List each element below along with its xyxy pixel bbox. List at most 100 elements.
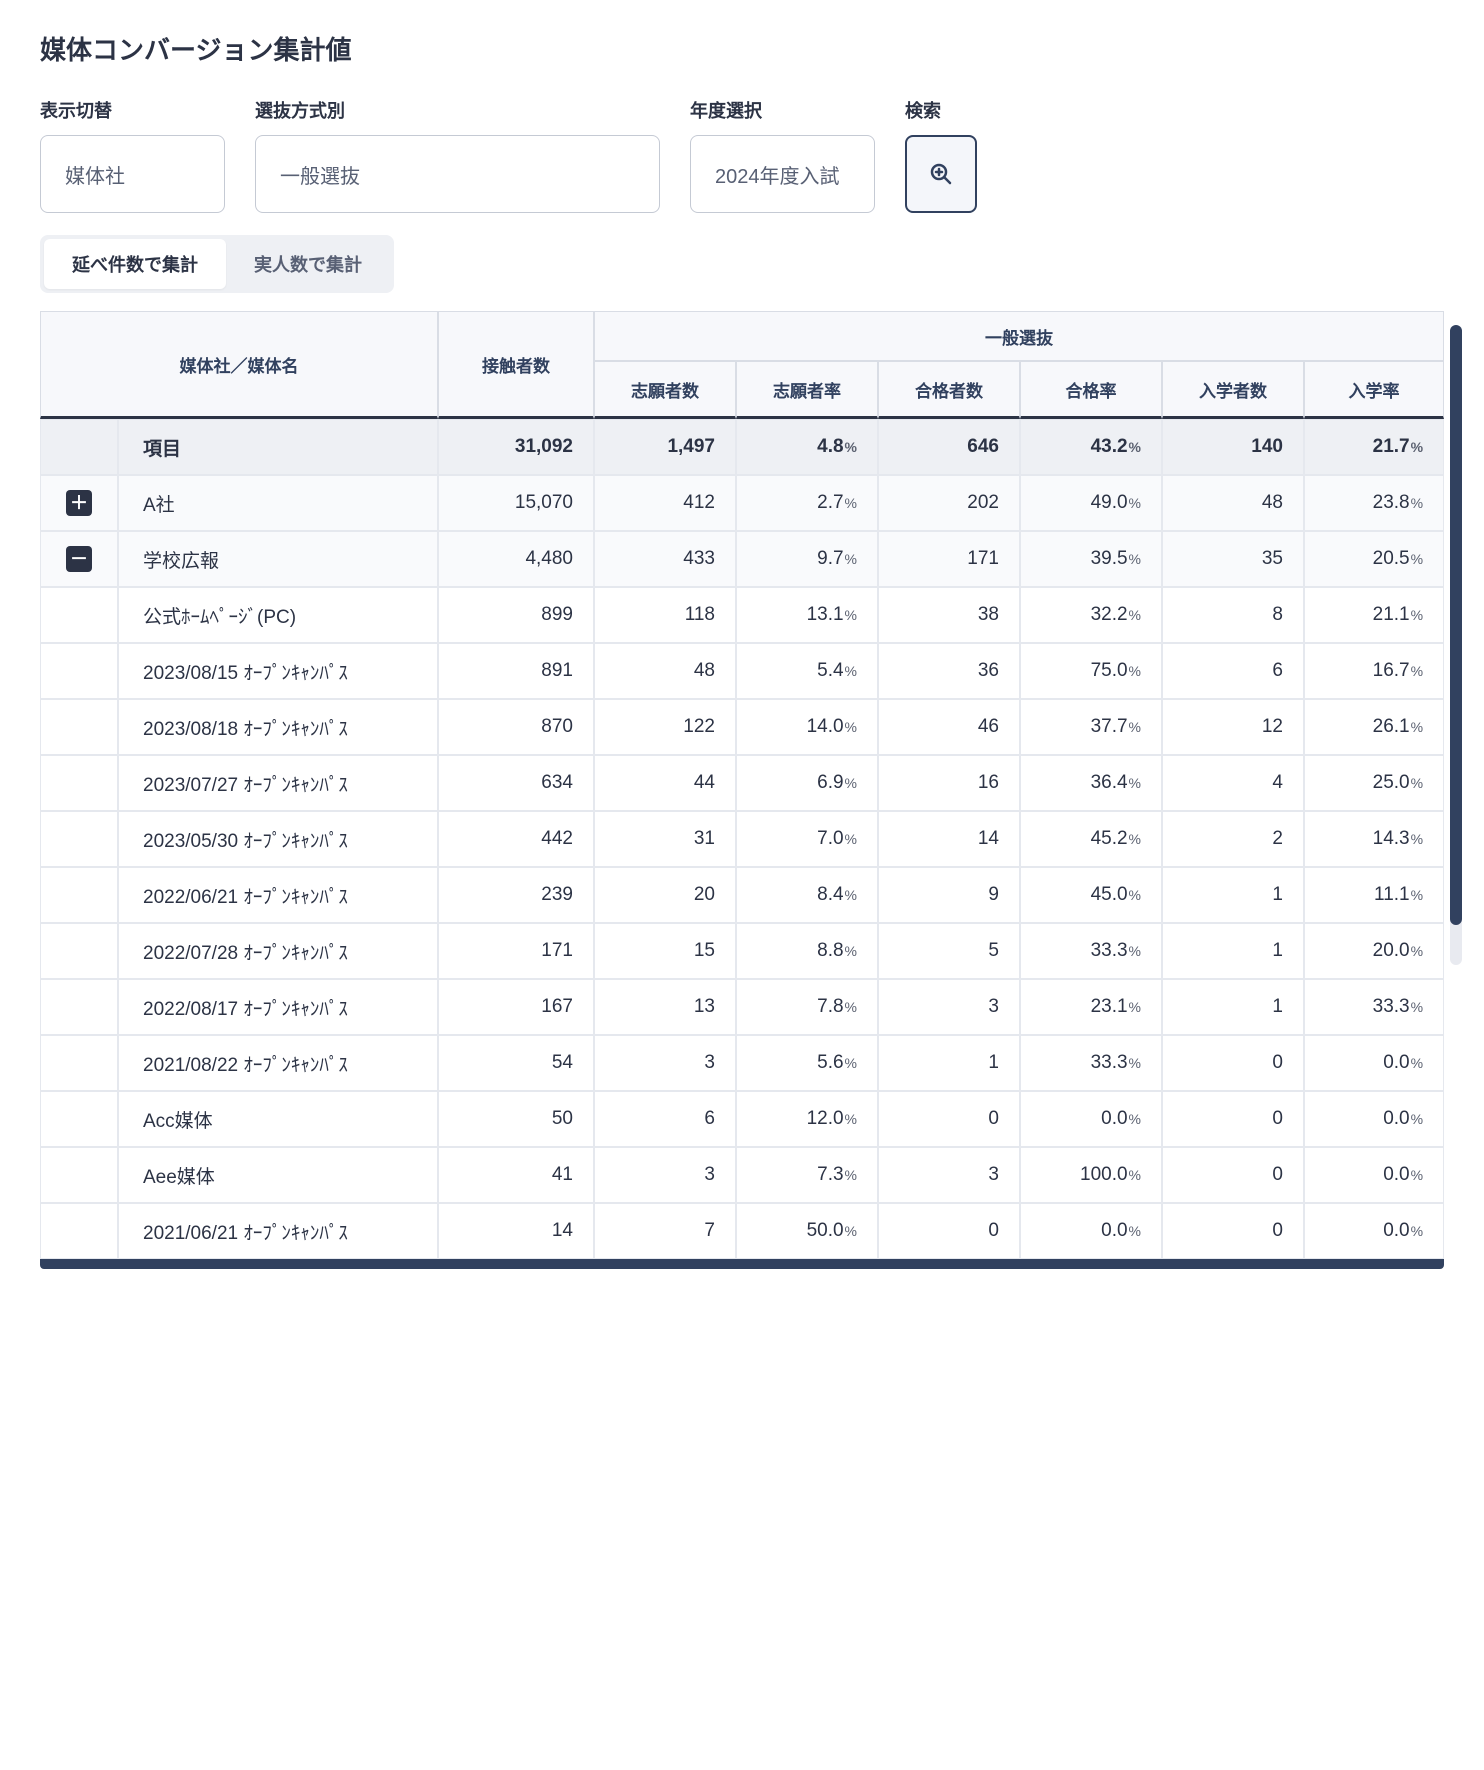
- media-name: 2023/05/30 ｵｰﾌﾟﾝｷｬﾝﾊﾟｽ: [118, 811, 438, 867]
- expand-cell[interactable]: －: [40, 531, 118, 587]
- expand-cell: [40, 979, 118, 1035]
- cell-entry_rate: 11.1%: [1304, 867, 1444, 923]
- media-name: 学校広報: [118, 531, 438, 587]
- expand-cell: [40, 1203, 118, 1259]
- cell-contacts: 891: [438, 643, 594, 699]
- filter-year: 年度選択 2024年度入試: [690, 97, 875, 213]
- th-contacts: 接触者数: [438, 311, 594, 419]
- cell-contacts: 899: [438, 587, 594, 643]
- cell-entry_rate: 0.0%: [1304, 1147, 1444, 1203]
- table-row: Acc媒体50612.0%00.0%00.0%: [40, 1091, 1444, 1147]
- th-entrants: 入学者数: [1162, 361, 1304, 419]
- cell-contacts: 54: [438, 1035, 594, 1091]
- expand-cell: [40, 867, 118, 923]
- display-switch-select[interactable]: 媒体社: [40, 135, 225, 213]
- cell-entry_rate: 0.0%: [1304, 1203, 1444, 1259]
- cell-passed: 3: [878, 979, 1020, 1035]
- cell-passed: 646: [878, 419, 1020, 475]
- table-row: 公式ﾎｰﾑﾍﾟｰｼﾞ(PC)89911813.1%3832.2%821.1%: [40, 587, 1444, 643]
- cell-pass_rate: 0.0%: [1020, 1203, 1162, 1259]
- tab-total-count[interactable]: 延べ件数で集計: [44, 239, 226, 289]
- expand-icon[interactable]: ＋: [66, 490, 92, 516]
- expand-cell: [40, 699, 118, 755]
- cell-app_rate: 7.8%: [736, 979, 878, 1035]
- cell-app_rate: 9.7%: [736, 531, 878, 587]
- th-group: 一般選抜: [594, 311, 1444, 361]
- cell-entry_rate: 26.1%: [1304, 699, 1444, 755]
- th-passed: 合格者数: [878, 361, 1020, 419]
- cell-app_rate: 4.8%: [736, 419, 878, 475]
- cell-entrants: 1: [1162, 923, 1304, 979]
- cell-passed: 0: [878, 1091, 1020, 1147]
- table-header: 媒体社／媒体名 接触者数 一般選抜 志願者数 志願者率 合格者数 合格率 入学者…: [40, 311, 1444, 419]
- cell-entrants: 2: [1162, 811, 1304, 867]
- cell-entrants: 0: [1162, 1203, 1304, 1259]
- table-row: 2021/06/21 ｵｰﾌﾟﾝｷｬﾝﾊﾟｽ14750.0%00.0%00.0%: [40, 1203, 1444, 1259]
- cell-pass_rate: 37.7%: [1020, 699, 1162, 755]
- cell-pass_rate: 33.3%: [1020, 1035, 1162, 1091]
- media-name: Aee媒体: [118, 1147, 438, 1203]
- scrollbar-thumb[interactable]: [1450, 325, 1462, 925]
- media-name: 2022/06/21 ｵｰﾌﾟﾝｷｬﾝﾊﾟｽ: [118, 867, 438, 923]
- selection-select[interactable]: 一般選抜: [255, 135, 660, 213]
- cell-passed: 9: [878, 867, 1020, 923]
- cell-entrants: 48: [1162, 475, 1304, 531]
- scrollbar[interactable]: [1450, 325, 1462, 965]
- cell-contacts: 167: [438, 979, 594, 1035]
- cell-entrants: 35: [1162, 531, 1304, 587]
- expand-cell: [40, 643, 118, 699]
- cell-applicants: 122: [594, 699, 736, 755]
- cell-passed: 1: [878, 1035, 1020, 1091]
- cell-pass_rate: 39.5%: [1020, 531, 1162, 587]
- cell-applicants: 48: [594, 643, 736, 699]
- cell-entry_rate: 21.7%: [1304, 419, 1444, 475]
- media-name: 2023/07/27 ｵｰﾌﾟﾝｷｬﾝﾊﾟｽ: [118, 755, 438, 811]
- cell-applicants: 31: [594, 811, 736, 867]
- table-row: 2022/07/28 ｵｰﾌﾟﾝｷｬﾝﾊﾟｽ171158.8%533.3%120…: [40, 923, 1444, 979]
- filter-display-switch: 表示切替 媒体社: [40, 97, 225, 213]
- year-select[interactable]: 2024年度入試: [690, 135, 875, 213]
- media-name: 2021/08/22 ｵｰﾌﾟﾝｷｬﾝﾊﾟｽ: [118, 1035, 438, 1091]
- expand-cell: [40, 587, 118, 643]
- table-row: 2023/08/15 ｵｰﾌﾟﾝｷｬﾝﾊﾟｽ891485.4%3675.0%61…: [40, 643, 1444, 699]
- media-name: Acc媒体: [118, 1091, 438, 1147]
- cell-passed: 171: [878, 531, 1020, 587]
- cell-pass_rate: 45.0%: [1020, 867, 1162, 923]
- collapse-icon[interactable]: －: [66, 546, 92, 572]
- expand-cell: [40, 1091, 118, 1147]
- tab-unique-count[interactable]: 実人数で集計: [226, 239, 390, 289]
- cell-applicants: 44: [594, 755, 736, 811]
- cell-passed: 202: [878, 475, 1020, 531]
- media-name: 公式ﾎｰﾑﾍﾟｰｼﾞ(PC): [118, 587, 438, 643]
- table-body: 項目31,0921,4974.8%64643.2%14021.7%＋A社15,0…: [40, 419, 1444, 1259]
- expand-cell: [40, 923, 118, 979]
- cell-applicants: 118: [594, 587, 736, 643]
- table-row: 2022/06/21 ｵｰﾌﾟﾝｷｬﾝﾊﾟｽ239208.4%945.0%111…: [40, 867, 1444, 923]
- cell-passed: 38: [878, 587, 1020, 643]
- media-name: 2021/06/21 ｵｰﾌﾟﾝｷｬﾝﾊﾟｽ: [118, 1203, 438, 1259]
- expand-cell: [40, 419, 118, 475]
- cell-passed: 5: [878, 923, 1020, 979]
- cell-contacts: 14: [438, 1203, 594, 1259]
- cell-passed: 14: [878, 811, 1020, 867]
- media-name: 2023/08/15 ｵｰﾌﾟﾝｷｬﾝﾊﾟｽ: [118, 643, 438, 699]
- cell-pass_rate: 75.0%: [1020, 643, 1162, 699]
- expand-cell[interactable]: ＋: [40, 475, 118, 531]
- cell-app_rate: 13.1%: [736, 587, 878, 643]
- filter-selection: 選抜方式別 一般選抜: [255, 97, 660, 213]
- conversion-table: 媒体社／媒体名 接触者数 一般選抜 志願者数 志願者率 合格者数 合格率 入学者…: [40, 311, 1444, 1259]
- cell-app_rate: 7.3%: [736, 1147, 878, 1203]
- cell-app_rate: 5.6%: [736, 1035, 878, 1091]
- cell-applicants: 3: [594, 1147, 736, 1203]
- cell-contacts: 239: [438, 867, 594, 923]
- cell-contacts: 50: [438, 1091, 594, 1147]
- cell-applicants: 3: [594, 1035, 736, 1091]
- cell-entry_rate: 20.0%: [1304, 923, 1444, 979]
- table-row: ＋A社15,0704122.7%20249.0%4823.8%: [40, 475, 1444, 531]
- page-title: 媒体コンバージョン集計値: [40, 30, 1444, 67]
- cell-entrants: 12: [1162, 699, 1304, 755]
- cell-pass_rate: 33.3%: [1020, 923, 1162, 979]
- cell-passed: 46: [878, 699, 1020, 755]
- search-button[interactable]: [905, 135, 977, 213]
- cell-entrants: 0: [1162, 1035, 1304, 1091]
